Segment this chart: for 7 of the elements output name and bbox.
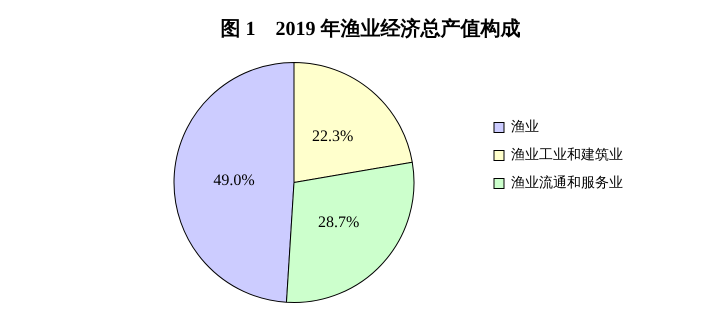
chart-title: 图 1 2019 年渔业经济总产值构成 — [220, 17, 520, 40]
data-label: 49.0% — [213, 172, 255, 189]
legend-label: 渔业流通和服务业 — [511, 175, 623, 192]
legend-label: 渔业 — [511, 119, 539, 136]
data-label: 28.7% — [318, 214, 360, 231]
legend-label: 渔业工业和建筑业 — [511, 147, 623, 164]
data-label: 22.3% — [312, 128, 354, 145]
